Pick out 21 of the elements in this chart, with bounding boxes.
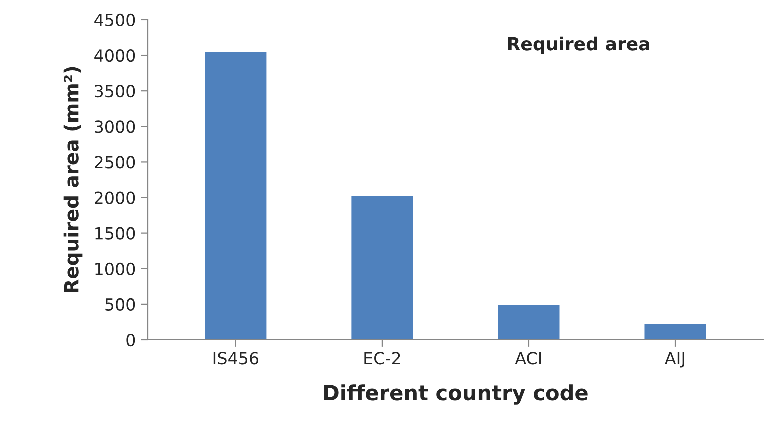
x-tick-label: IS456 <box>214 352 259 365</box>
bar <box>205 52 267 340</box>
y-tick-label: 3500 <box>95 85 136 98</box>
y-tick-label: 4500 <box>94 14 136 27</box>
y-tick-label: 1000 <box>96 262 136 276</box>
bar <box>498 305 560 340</box>
x-tick-label: ACI <box>515 352 542 365</box>
y-tick-label: 500 <box>106 298 136 312</box>
y-tick-label: 3000 <box>95 120 136 134</box>
x-tick-label: AIJ <box>665 352 684 368</box>
x-tick-label: EC-2 <box>364 352 400 365</box>
y-tick-label: 4000 <box>94 49 136 62</box>
y-tick-label: 2000 <box>95 192 136 204</box>
y-axis-title: Required area (mm²) <box>64 67 83 293</box>
y-tick-label: 1500 <box>96 227 136 240</box>
y-tick-label: 0 <box>126 334 136 347</box>
x-axis-title: Different country code <box>324 384 588 405</box>
y-tick-label: 2500 <box>95 156 136 169</box>
bar <box>352 196 414 340</box>
text: Required area <box>508 36 650 54</box>
bar <box>644 324 706 340</box>
